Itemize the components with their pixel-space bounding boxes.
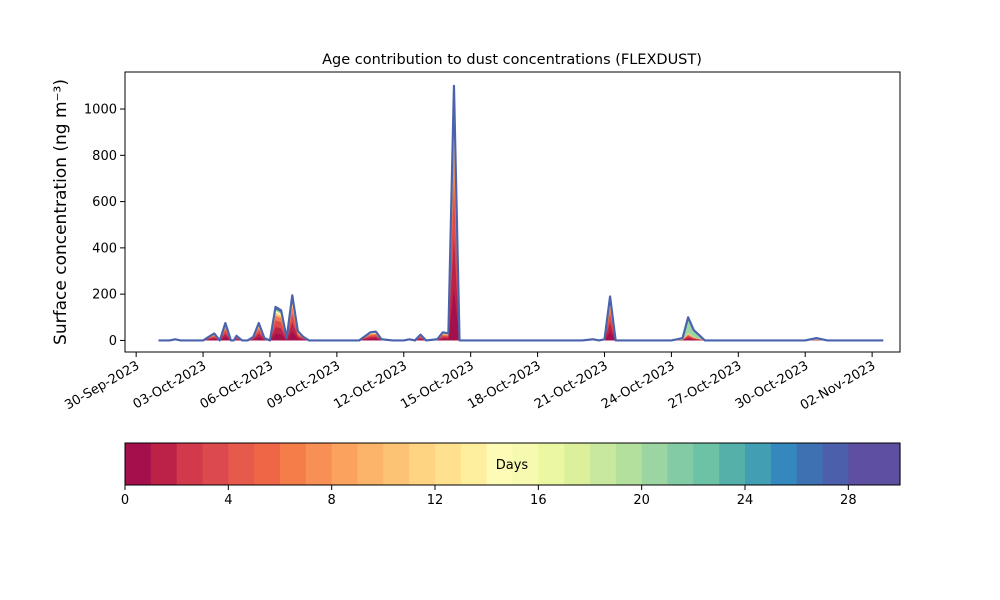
age-layer: [158, 187, 884, 341]
colorbar-tick-label: 8: [328, 493, 336, 508]
colorbar-cell: [305, 443, 333, 485]
age-layer: [158, 289, 884, 341]
y-tick-label: 600: [92, 195, 117, 210]
colorbar-cell: [460, 443, 488, 485]
colorbar-cell: [383, 443, 410, 485]
colorbar-cell: [822, 443, 849, 485]
colorbar-tick-label: 28: [840, 493, 857, 508]
colorbar-cell: [512, 443, 539, 485]
colorbar-cell: [435, 443, 462, 485]
colorbar-tick-label: 16: [530, 493, 547, 508]
y-tick-label: 400: [92, 241, 117, 256]
colorbar-tick-label: 12: [427, 493, 444, 508]
age-layer: [158, 152, 884, 341]
colorbar-cell: [745, 443, 772, 485]
x-tick-label: 18-Oct-2023: [465, 358, 543, 412]
colorbar-cell: [615, 443, 643, 485]
plot-area: [124, 71, 901, 353]
colorbar-cell: [125, 443, 152, 485]
x-tick-label: 02-Nov-2023: [798, 358, 878, 413]
colorbar-cell: [693, 443, 720, 485]
colorbar-cell: [409, 443, 436, 485]
colorbar-cell: [176, 443, 204, 485]
age-layer: [158, 238, 884, 341]
x-tick-label: 21-Oct-2023: [532, 358, 610, 412]
x-axis: 30-Sep-202303-Oct-202306-Oct-202309-Oct-…: [62, 352, 878, 413]
colorbar-cell: [331, 443, 359, 485]
y-axis: 0 200 400 600 800 1000: [84, 103, 125, 349]
colorbar-cell: [228, 443, 255, 485]
x-tick-label: 06-Oct-2023: [198, 358, 276, 412]
x-tick-label: 27-Oct-2023: [666, 358, 744, 412]
x-tick-label: 30-Sep-2023: [62, 358, 142, 413]
plot-frame: [124, 71, 901, 353]
colorbar-cell: [280, 443, 307, 485]
colorbar-cell: [848, 443, 875, 485]
colorbar-ticks: 0 4 8 12 16 20 24 28: [121, 485, 857, 508]
x-tick-label: 15-Oct-2023: [398, 358, 476, 412]
x-tick-label: 24-Oct-2023: [599, 358, 677, 412]
colorbar-tick-label: 24: [737, 493, 754, 508]
age-layer: [158, 103, 884, 341]
colorbar-cell: [796, 443, 824, 485]
colorbar-cell: [357, 443, 384, 485]
x-tick-label: 12-Oct-2023: [331, 358, 409, 412]
colorbar-cell: [486, 443, 514, 485]
colorbar-label: Days: [496, 458, 529, 473]
colorbar: Days 0 4 8 12 16 20 24 28: [121, 442, 901, 508]
y-axis-label: Surface concentration (ng m⁻³): [51, 79, 71, 345]
chart-title: Age contribution to dust concentrations …: [322, 52, 702, 68]
colorbar-tick-label: 4: [224, 493, 232, 508]
x-tick-label: 03-Oct-2023: [131, 358, 209, 412]
y-tick-label: 800: [92, 149, 117, 164]
colorbar-cell: [564, 443, 591, 485]
y-tick-label: 1000: [84, 103, 117, 118]
colorbar-cell: [538, 443, 565, 485]
colorbar-cell: [770, 443, 798, 485]
colorbar-frame: [124, 442, 901, 486]
age-layer: [158, 131, 884, 341]
colorbar-cell: [641, 443, 669, 485]
colorbar-cells: [125, 443, 901, 485]
colorbar-cell: [719, 443, 746, 485]
colorbar-tick-label: 0: [121, 493, 129, 508]
colorbar-cell: [202, 443, 229, 485]
age-layer: [158, 116, 884, 341]
age-layer: [158, 93, 884, 341]
colorbar-cell: [874, 443, 901, 485]
total-concentration-line: [158, 84, 884, 342]
colorbar-cell: [254, 443, 281, 485]
colorbar-cell: [590, 443, 617, 485]
colorbar-tick-label: 20: [633, 493, 650, 508]
x-tick-label: 09-Oct-2023: [264, 358, 342, 412]
y-tick-label: 0: [109, 334, 117, 349]
colorbar-cell: [667, 443, 694, 485]
age-layers: [158, 85, 884, 341]
age-layer: [158, 85, 884, 341]
colorbar-cell: [150, 443, 178, 485]
y-tick-label: 200: [92, 288, 117, 303]
